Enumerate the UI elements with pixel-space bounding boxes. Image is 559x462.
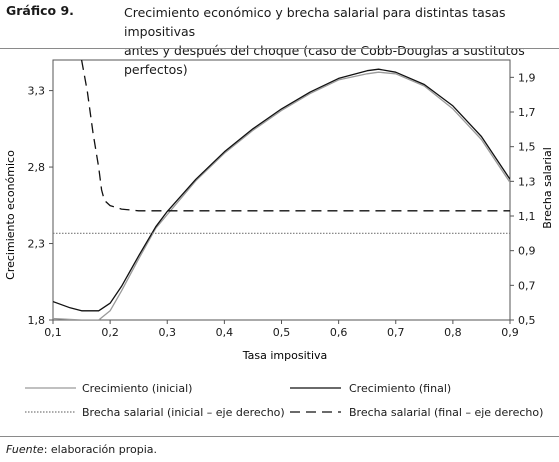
- y-tick-label: 3,3: [28, 85, 46, 98]
- bottom-rule: [0, 436, 559, 437]
- series-line-4: [80, 60, 510, 212]
- legend-label-4: Brecha salarial (final – eje derecho): [349, 406, 543, 419]
- y2-tick-label: 0,5: [518, 314, 536, 327]
- source-note: Fuente: elaboración propia.: [6, 443, 157, 456]
- figure-title-line-1: Crecimiento económico y brecha salarial …: [124, 5, 506, 39]
- y2-axis-label: Brecha salarial: [541, 147, 554, 229]
- ticks-layer: 0,1 0,2 0,3 0,4 0,5 0,6 0,7 0,8 0,9 1,8 2,3 2,8 3,3 0…: [28, 71, 536, 339]
- x-tick-label: 0,3: [159, 326, 177, 339]
- y2-tick-label: 1,9: [518, 71, 536, 84]
- x-tick-label: 0,2: [101, 326, 119, 339]
- x-tick-label: 0,5: [273, 326, 291, 339]
- y-tick-label: 2,8: [28, 161, 46, 174]
- y2-tick-label: 1,7: [518, 106, 536, 119]
- y-tick-label: 2,3: [28, 238, 46, 251]
- legend-label-3: Brecha salarial (inicial – eje derecho): [82, 406, 285, 419]
- axis-labels: Tasa impositiva Crecimiento económico Br…: [4, 147, 554, 362]
- y-tick-label: 1,8: [28, 314, 46, 327]
- figure-title: Crecimiento económico y brecha salarial …: [124, 3, 556, 79]
- y2-tick-label: 1,5: [518, 141, 536, 154]
- legend: Crecimiento (inicial) Crecimiento (final)…: [25, 382, 543, 419]
- x-tick-label: 0,1: [44, 326, 62, 339]
- x-tick-label: 0,8: [444, 326, 462, 339]
- source-text: : elaboración propia.: [43, 443, 158, 456]
- y-axis-label: Crecimiento económico: [4, 150, 17, 280]
- y2-tick-label: 1,3: [518, 175, 536, 188]
- x-tick-label: 0,6: [330, 326, 348, 339]
- x-tick-label: 0,7: [387, 326, 405, 339]
- series-line-2: [53, 68, 510, 312]
- figure-header: Gráfico 9. Crecimiento económico y brech…: [0, 0, 559, 77]
- legend-label-1: Crecimiento (inicial): [82, 382, 192, 395]
- x-tick-label: 0,4: [216, 326, 234, 339]
- series-lines: [53, 60, 510, 320]
- y2-tick-label: 0,9: [518, 245, 536, 258]
- source-label: Fuente: [6, 443, 44, 456]
- series-line-1: [53, 71, 510, 320]
- y2-tick-label: 0,7: [518, 279, 536, 292]
- y2-tick-label: 1,1: [518, 210, 536, 223]
- x-tick-label: 0,9: [501, 326, 519, 339]
- top-rule: [0, 48, 559, 49]
- figure-label: Gráfico 9.: [6, 3, 74, 18]
- legend-label-2: Crecimiento (final): [349, 382, 451, 395]
- figure-title-line-2: antes y después del choque (caso de Cobb…: [124, 43, 525, 77]
- x-axis-label: Tasa impositiva: [242, 349, 328, 362]
